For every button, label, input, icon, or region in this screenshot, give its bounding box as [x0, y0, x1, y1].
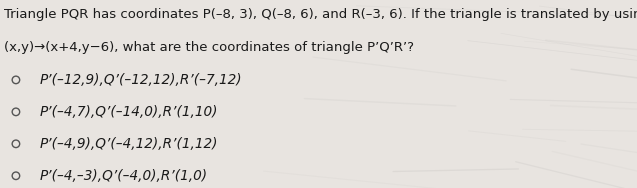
Text: Triangle PQR has coordinates P(–8, 3), Q(–8, 6), and R(–3, 6). If the triangle i: Triangle PQR has coordinates P(–8, 3), Q… — [4, 8, 637, 21]
Text: P’(–4,–3),Q’(–4,0),R’(1,0): P’(–4,–3),Q’(–4,0),R’(1,0) — [39, 169, 208, 183]
Text: P’(–4,9),Q’(–4,12),R’(1,12): P’(–4,9),Q’(–4,12),R’(1,12) — [39, 137, 218, 151]
Text: (x,y)→(x+4,y−6), what are the coordinates of triangle P’Q’R’?: (x,y)→(x+4,y−6), what are the coordinate… — [4, 41, 415, 54]
Text: P’(–12,9),Q’(–12,12),R’(–7,12): P’(–12,9),Q’(–12,12),R’(–7,12) — [39, 73, 242, 87]
Text: P’(–4,7),Q’(–14,0),R’(1,10): P’(–4,7),Q’(–14,0),R’(1,10) — [39, 105, 218, 119]
